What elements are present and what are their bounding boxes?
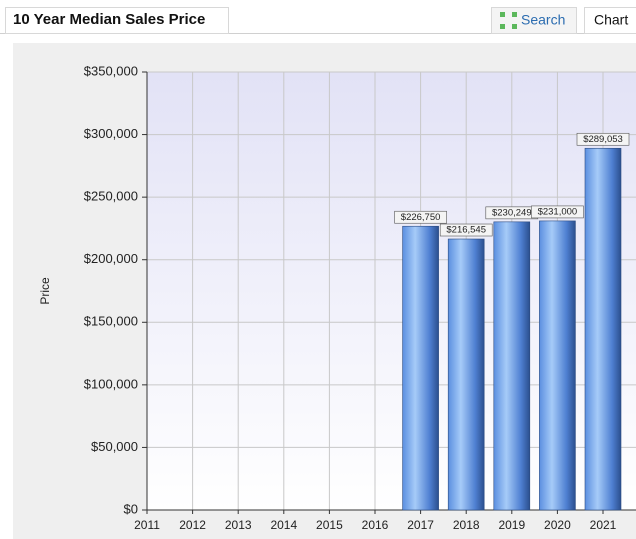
bar [402, 225, 439, 511]
bar [447, 238, 485, 511]
chart-tab[interactable] [584, 7, 636, 34]
value-label: $231,000 [538, 206, 578, 217]
y-tick-label: $150,000 [84, 314, 138, 329]
value-label: $230,249 [492, 207, 532, 218]
y-tick-label: $200,000 [84, 251, 138, 266]
x-tick-label: 2021 [590, 518, 617, 532]
value-label-box [576, 132, 630, 146]
value-label: $289,053 [583, 134, 623, 145]
y-tick-label: $350,000 [84, 63, 138, 78]
value-label-box [439, 223, 493, 237]
y-tick-label: $50,000 [91, 439, 138, 454]
x-tick-label: 2015 [316, 518, 343, 532]
y-tick-label: $100,000 [84, 376, 138, 391]
bar [493, 221, 531, 511]
y-tick-label: $250,000 [84, 189, 138, 204]
bar [584, 147, 622, 511]
value-label: $216,545 [446, 225, 486, 236]
x-tick-label: 2018 [453, 518, 480, 532]
y-tick-label: $300,000 [84, 126, 138, 141]
title: 10 Year Median Sales Price [13, 11, 205, 28]
x-tick-label: 2020 [544, 518, 571, 532]
search-button[interactable] [491, 7, 577, 34]
x-tick-label: 2013 [225, 518, 252, 532]
x-tick-label: 2019 [498, 518, 525, 532]
y-axis-title: Price [38, 277, 52, 305]
x-tick-label: 2016 [362, 518, 389, 532]
value-label: $226,750 [401, 212, 441, 223]
x-tick-label: 2014 [270, 518, 297, 532]
value-label-box [531, 205, 584, 219]
search-label[interactable]: Search [521, 12, 565, 28]
chart-tab-label[interactable]: Chart [594, 12, 628, 28]
y-tick-label: $0 [124, 501, 138, 516]
bar [539, 220, 576, 511]
x-tick-label: 2012 [179, 518, 206, 532]
x-tick-label: 2017 [407, 518, 434, 532]
title-tab [5, 7, 229, 34]
value-label-box [394, 210, 447, 224]
x-tick-label: 2011 [134, 518, 160, 532]
search-icon [500, 12, 517, 29]
